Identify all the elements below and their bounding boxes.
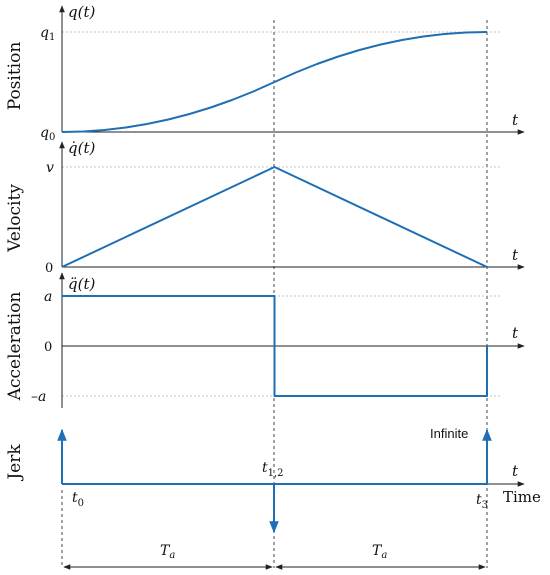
- x-axis-label-time: Time: [503, 488, 541, 506]
- ytick-minus-a: –a: [31, 389, 46, 405]
- time-label-t3: t3: [476, 492, 488, 511]
- func-label-acceleration: q̈(t): [68, 275, 95, 293]
- x-var-jerk: t: [512, 462, 519, 480]
- ytick-q0: q0: [40, 125, 55, 143]
- x-var-velocity: t: [512, 246, 519, 264]
- panel-velocity-ylabel: Velocity: [5, 184, 25, 253]
- velocity-curve: [61, 166, 488, 268]
- position-curve: [61, 31, 488, 133]
- x-var-position: t: [512, 111, 519, 129]
- ytick-0-velocity: 0: [45, 261, 53, 276]
- duration-label-1: Ta: [160, 543, 175, 561]
- jerk-annotation: Infinite: [430, 426, 468, 441]
- duration-annotations: Ta Ta: [63, 543, 486, 570]
- func-label-velocity: q̇(t): [68, 139, 95, 157]
- time-mark-labels: t0 t1,2 t3 Time: [72, 460, 541, 511]
- panel-position: Position q(t) t q1 q0: [5, 3, 525, 143]
- panel-acceleration-ylabel: Acceleration: [5, 292, 25, 402]
- x-var-acceleration: t: [512, 324, 519, 342]
- panel-jerk: Jerk t Infinite: [5, 426, 525, 534]
- duration-label-2: Ta: [372, 543, 387, 561]
- acceleration-curve: [62, 295, 488, 397]
- func-label-position: q(t): [68, 3, 95, 21]
- panel-velocity: Velocity q̇(t) t v 0: [5, 139, 525, 276]
- time-label-t0: t0: [72, 490, 84, 509]
- time-label-t12: t1,2: [262, 460, 284, 479]
- panel-acceleration: Acceleration q̈(t) t a 0 –a: [5, 272, 525, 408]
- ytick-0-acceleration: 0: [44, 340, 52, 355]
- ytick-a: a: [44, 289, 52, 305]
- ytick-q1: q1: [40, 25, 55, 43]
- ytick-v: v: [46, 160, 54, 176]
- panel-position-ylabel: Position: [5, 42, 25, 111]
- panel-jerk-ylabel: Jerk: [5, 444, 25, 482]
